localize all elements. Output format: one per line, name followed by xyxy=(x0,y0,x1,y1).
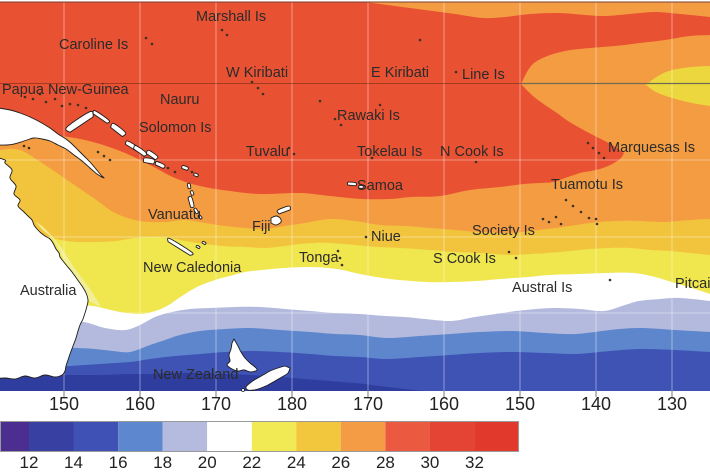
svg-text:18: 18 xyxy=(153,453,172,472)
svg-text:Papua New-Guinea: Papua New-Guinea xyxy=(2,82,129,98)
svg-text:28: 28 xyxy=(376,453,395,472)
svg-text:160: 160 xyxy=(125,394,155,414)
svg-text:170: 170 xyxy=(353,394,383,414)
svg-text:Pitcairn: Pitcairn xyxy=(675,276,710,292)
svg-text:Australia: Australia xyxy=(20,283,77,299)
svg-text:Tuamotu Is: Tuamotu Is xyxy=(551,177,623,193)
svg-text:30: 30 xyxy=(420,453,439,472)
svg-text:170: 170 xyxy=(201,394,231,414)
svg-text:Tonga: Tonga xyxy=(299,250,339,266)
svg-text:26: 26 xyxy=(331,453,350,472)
svg-text:14: 14 xyxy=(64,453,83,472)
svg-text:150: 150 xyxy=(49,394,79,414)
svg-text:Marquesas Is: Marquesas Is xyxy=(608,140,695,156)
svg-text:20: 20 xyxy=(198,453,217,472)
svg-text:16: 16 xyxy=(109,453,128,472)
svg-text:24: 24 xyxy=(287,453,306,472)
svg-text:Fiji: Fiji xyxy=(252,219,271,235)
svg-text:Nauru: Nauru xyxy=(160,92,200,108)
svg-text:E Kiribati: E Kiribati xyxy=(371,65,429,81)
svg-text:Line Is: Line Is xyxy=(462,67,505,83)
svg-text:Tokelau Is: Tokelau Is xyxy=(357,144,422,160)
svg-text:New Zealand: New Zealand xyxy=(153,367,238,383)
svg-text:Society Is: Society Is xyxy=(472,223,535,239)
svg-text:Niue: Niue xyxy=(371,229,401,245)
svg-text:32: 32 xyxy=(465,453,484,472)
svg-text:S Cook Is: S Cook Is xyxy=(433,251,496,267)
svg-text:140: 140 xyxy=(581,394,611,414)
svg-text:Vanuatu: Vanuatu xyxy=(148,207,201,223)
svg-text:12: 12 xyxy=(20,453,39,472)
svg-text:Marshall Is: Marshall Is xyxy=(196,9,266,25)
svg-text:Tuvalu: Tuvalu xyxy=(246,144,289,160)
svg-text:22: 22 xyxy=(242,453,261,472)
svg-text:180: 180 xyxy=(277,394,307,414)
svg-text:160: 160 xyxy=(429,394,459,414)
svg-text:150: 150 xyxy=(505,394,535,414)
svg-text:Rawaki Is: Rawaki Is xyxy=(337,108,400,124)
svg-text:Samoa: Samoa xyxy=(357,178,404,194)
svg-text:Austral Is: Austral Is xyxy=(512,280,572,296)
svg-text:130: 130 xyxy=(657,394,687,414)
svg-text:W Kiribati: W Kiribati xyxy=(226,65,288,81)
svg-text:New Caledonia: New Caledonia xyxy=(143,260,242,276)
svg-text:Solomon Is: Solomon Is xyxy=(139,120,212,136)
svg-text:Caroline Is: Caroline Is xyxy=(59,37,128,53)
svg-text:N Cook Is: N Cook Is xyxy=(440,144,504,160)
